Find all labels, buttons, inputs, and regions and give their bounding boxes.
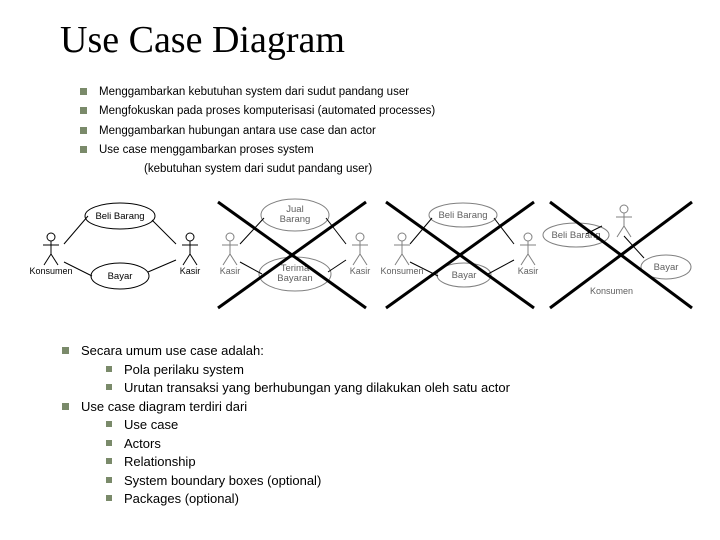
edge: [380, 196, 550, 316]
bullet-icon: [80, 127, 87, 134]
bullet-icon: [106, 440, 112, 446]
usecase-panel-2: Kasir Kasir Jual Barang Terima Bayaran: [212, 196, 372, 314]
bullet-item: Mengfokuskan pada proses komputerisasi (…: [80, 103, 435, 120]
bullet-item: Use case diagram terdiri dari: [62, 398, 690, 416]
bullet-icon: [62, 347, 69, 354]
sub-bullet-item: Pola perilaku system: [106, 361, 690, 379]
bullet-text: Use case diagram terdiri dari: [81, 398, 247, 416]
edge: [212, 196, 382, 316]
bullet-icon: [106, 458, 112, 464]
bullet-text: Urutan transaksi yang berhubungan yang d…: [124, 379, 510, 397]
bullet-icon: [80, 107, 87, 114]
bullet-icon: [106, 384, 112, 390]
bullet-text: Use case: [124, 416, 178, 434]
diagram-area: Konsumen Kasir Beli Barang Bayar: [30, 196, 690, 324]
usecase-panel-4: Beli Barang Bayar Konsumen: [546, 196, 696, 314]
bullet-icon: [80, 88, 87, 95]
sub-bullet-item: Actors: [106, 435, 690, 453]
sub-bullet-item: System boundary boxes (optional): [106, 472, 690, 490]
bullet-text: Mengfokuskan pada proses komputerisasi (…: [99, 103, 435, 120]
bullet-item: Use case menggambarkan proses system: [80, 142, 435, 159]
usecase-panel-3: Konsumen Kasir Beli Barang Bayar: [380, 196, 540, 314]
bullet-text: System boundary boxes (optional): [124, 472, 321, 490]
sub-bullet-item: Urutan transaksi yang berhubungan yang d…: [106, 379, 690, 397]
bullet-text: Actors: [124, 435, 161, 453]
bullet-item: Menggambarkan kebutuhan system dari sudu…: [80, 84, 435, 101]
bullet-icon: [106, 366, 112, 372]
top-bullet-list: Menggambarkan kebutuhan system dari sudu…: [80, 84, 435, 180]
bullet-text: Use case menggambarkan proses system: [99, 142, 314, 159]
sub-bullet-item: Use case: [106, 416, 690, 434]
usecase-panel-1: Konsumen Kasir Beli Barang Bayar: [30, 196, 202, 314]
bullet-text: Menggambarkan kebutuhan system dari sudu…: [99, 84, 409, 101]
bottom-bullet-list: Secara umum use case adalah: Pola perila…: [62, 342, 690, 509]
bullet-icon: [62, 403, 69, 410]
edge: [546, 196, 706, 316]
page-title: Use Case Diagram: [60, 18, 345, 62]
bullet-text: Secara umum use case adalah:: [81, 342, 264, 360]
bullet-item: Menggambarkan hubungan antara use case d…: [80, 123, 435, 140]
bullet-icon: [106, 495, 112, 501]
bullet-icon: [80, 146, 87, 153]
bullet-item: Secara umum use case adalah:: [62, 342, 690, 360]
sub-bullet-item: Packages (optional): [106, 490, 690, 508]
bullet-text: Packages (optional): [124, 490, 239, 508]
bullet-icon: [106, 421, 112, 427]
edge: [30, 196, 210, 316]
bullet-subtext: (kebutuhan system dari sudut pandang use…: [144, 161, 435, 178]
bullet-text: Pola perilaku system: [124, 361, 244, 379]
bullet-icon: [106, 477, 112, 483]
bullet-text: Relationship: [124, 453, 196, 471]
bullet-text: Menggambarkan hubungan antara use case d…: [99, 123, 376, 140]
slide: Use Case Diagram Menggambarkan kebutuhan…: [0, 0, 720, 540]
sub-bullet-item: Relationship: [106, 453, 690, 471]
